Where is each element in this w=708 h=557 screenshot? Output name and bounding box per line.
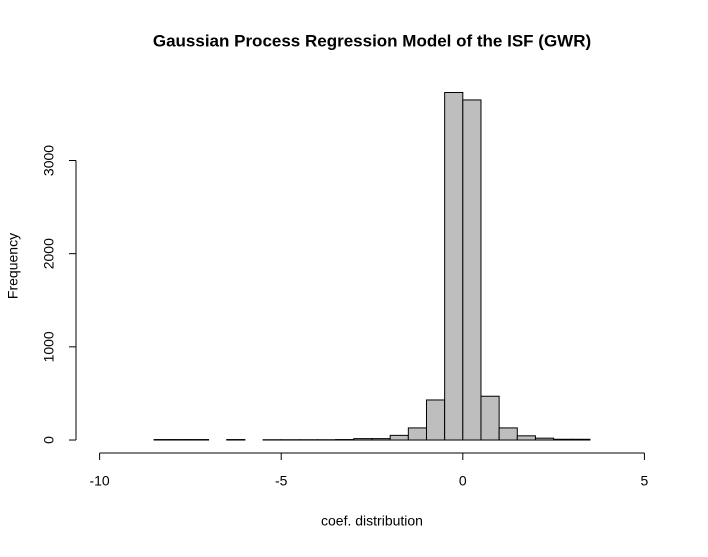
bar <box>354 439 372 440</box>
x-tick-label: 0 <box>459 473 467 489</box>
x-axis-label: coef. distribution <box>321 513 423 529</box>
x-tick-label: -5 <box>275 473 288 489</box>
bar <box>572 439 590 440</box>
y-axis-label: Frequency <box>5 233 21 299</box>
x-tick-label: -10 <box>89 473 109 489</box>
bar <box>463 100 481 440</box>
bar <box>499 428 517 440</box>
y-tick-label: 2000 <box>41 238 57 269</box>
bar <box>535 438 553 440</box>
bar <box>390 435 408 440</box>
bar <box>372 439 390 440</box>
chart-title: Gaussian Process Regression Model of the… <box>153 31 591 50</box>
bar <box>408 428 426 440</box>
x-tick-label: 5 <box>641 473 649 489</box>
bar <box>517 436 535 440</box>
bar <box>445 92 463 440</box>
bar <box>426 400 444 440</box>
y-tick-label: 3000 <box>41 145 57 176</box>
y-tick-label: 1000 <box>41 331 57 362</box>
bar <box>481 396 499 440</box>
bar <box>554 439 572 440</box>
y-tick-label: 0 <box>41 436 57 444</box>
